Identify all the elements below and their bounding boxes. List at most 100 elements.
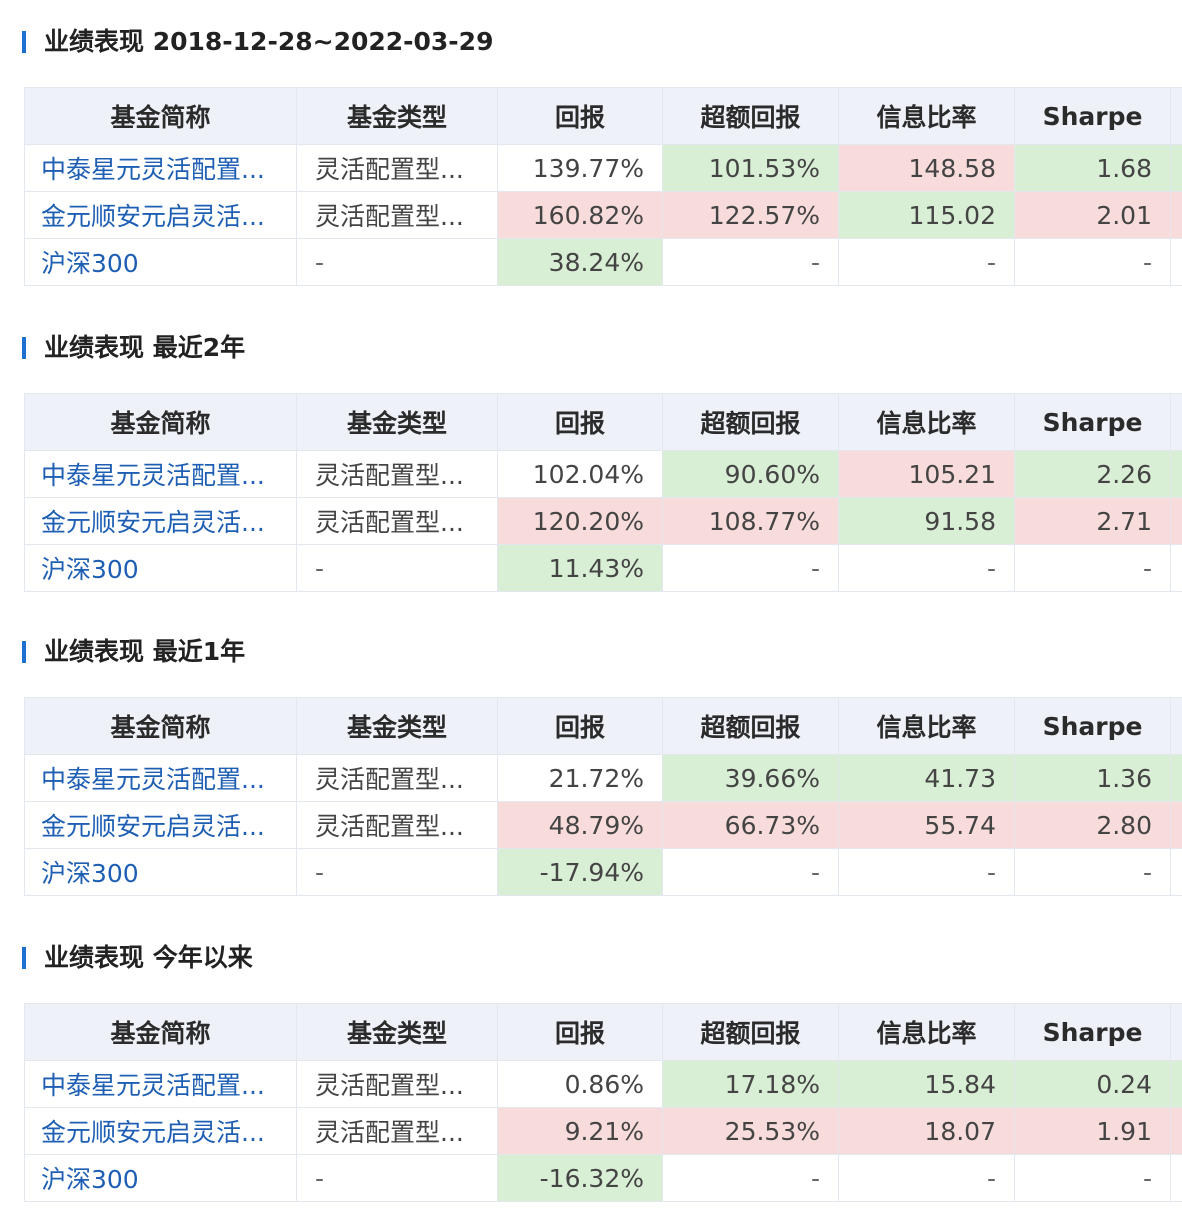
column-header-excess-return[interactable]: 超额回报 xyxy=(662,1003,839,1061)
table-row: 金元顺安元启灵活... 灵活配置型... 160.82% 122.57% 115… xyxy=(24,191,1182,239)
excess-return-cell: 90.60% xyxy=(662,450,839,498)
fund-type-cell: - xyxy=(296,848,498,896)
return-cell: 160.82% xyxy=(497,191,663,239)
info-ratio-cell: 148.58 xyxy=(838,144,1015,192)
table-row: 中泰星元灵活配置... 灵活配置型... 139.77% 101.53% 148… xyxy=(24,144,1182,192)
excess-return-cell: 108.77% xyxy=(662,497,839,545)
return-cell: 9.21% xyxy=(497,1107,663,1155)
performance-table: 基金简称 基金类型 回报 超额回报 信息比率 Sharpe 中泰星元灵活配置..… xyxy=(24,697,1182,896)
column-header-info-ratio[interactable]: 信息比率 xyxy=(838,1003,1015,1061)
table-row: 金元顺安元启灵活... 灵活配置型... 9.21% 25.53% 18.07 … xyxy=(24,1107,1182,1155)
fund-type-cell: - xyxy=(296,1154,498,1202)
sharpe-cell: 1.36 xyxy=(1014,754,1171,802)
fund-type-cell: 灵活配置型... xyxy=(296,754,498,802)
section-title: 业绩表现 今年以来 xyxy=(22,943,253,973)
overflow-cell xyxy=(1170,754,1182,802)
info-ratio-cell: - xyxy=(838,1154,1015,1202)
fund-name-link[interactable]: 金元顺安元启灵活... xyxy=(24,801,297,849)
info-ratio-cell: 115.02 xyxy=(838,191,1015,239)
column-header-sharpe[interactable]: Sharpe xyxy=(1014,697,1171,755)
fund-name-link[interactable]: 中泰星元灵活配置... xyxy=(24,450,297,498)
column-header-fund-type[interactable]: 基金类型 xyxy=(296,393,498,451)
column-header-fund-name[interactable]: 基金简称 xyxy=(24,87,297,145)
column-header-info-ratio[interactable]: 信息比率 xyxy=(838,393,1015,451)
info-ratio-cell: 91.58 xyxy=(838,497,1015,545)
fund-name-link[interactable]: 金元顺安元启灵活... xyxy=(24,1107,297,1155)
fund-name-link[interactable]: 中泰星元灵活配置... xyxy=(24,144,297,192)
column-header-excess-return[interactable]: 超额回报 xyxy=(662,87,839,145)
excess-return-cell: - xyxy=(662,1154,839,1202)
excess-return-cell: 122.57% xyxy=(662,191,839,239)
return-cell: 120.20% xyxy=(497,497,663,545)
overflow-cell xyxy=(1170,544,1182,592)
return-cell: 139.77% xyxy=(497,144,663,192)
fund-name-link[interactable]: 中泰星元灵活配置... xyxy=(24,1060,297,1108)
column-header-overflow xyxy=(1170,1003,1182,1061)
table-row: 金元顺安元启灵活... 灵活配置型... 120.20% 108.77% 91.… xyxy=(24,497,1182,545)
info-ratio-cell: 15.84 xyxy=(838,1060,1015,1108)
return-cell: -16.32% xyxy=(497,1154,663,1202)
column-header-overflow xyxy=(1170,697,1182,755)
sharpe-cell: - xyxy=(1014,238,1171,286)
info-ratio-cell: 105.21 xyxy=(838,450,1015,498)
overflow-cell xyxy=(1170,801,1182,849)
fund-name-link[interactable]: 金元顺安元启灵活... xyxy=(24,497,297,545)
column-header-info-ratio[interactable]: 信息比率 xyxy=(838,87,1015,145)
sharpe-cell: 2.26 xyxy=(1014,450,1171,498)
return-cell: -17.94% xyxy=(497,848,663,896)
column-header-return[interactable]: 回报 xyxy=(497,1003,663,1061)
sharpe-cell: - xyxy=(1014,1154,1171,1202)
sharpe-cell: - xyxy=(1014,544,1171,592)
column-header-return[interactable]: 回报 xyxy=(497,697,663,755)
return-cell: 21.72% xyxy=(497,754,663,802)
excess-return-cell: 25.53% xyxy=(662,1107,839,1155)
sharpe-cell: 2.71 xyxy=(1014,497,1171,545)
table-row: 金元顺安元启灵活... 灵活配置型... 48.79% 66.73% 55.74… xyxy=(24,801,1182,849)
column-header-fund-name[interactable]: 基金简称 xyxy=(24,393,297,451)
sharpe-cell: 2.80 xyxy=(1014,801,1171,849)
column-header-return[interactable]: 回报 xyxy=(497,393,663,451)
column-header-sharpe[interactable]: Sharpe xyxy=(1014,87,1171,145)
overflow-cell xyxy=(1170,144,1182,192)
return-cell: 48.79% xyxy=(497,801,663,849)
fund-name-link[interactable]: 沪深300 xyxy=(24,1154,297,1202)
overflow-cell xyxy=(1170,497,1182,545)
fund-name-link[interactable]: 中泰星元灵活配置... xyxy=(24,754,297,802)
table-row: 沪深300 - -17.94% - - - xyxy=(24,848,1182,896)
column-header-fund-type[interactable]: 基金类型 xyxy=(296,697,498,755)
fund-name-link[interactable]: 金元顺安元启灵活... xyxy=(24,191,297,239)
table-row: 中泰星元灵活配置... 灵活配置型... 0.86% 17.18% 15.84 … xyxy=(24,1060,1182,1108)
column-header-info-ratio[interactable]: 信息比率 xyxy=(838,697,1015,755)
table-header-row: 基金简称 基金类型 回报 超额回报 信息比率 Sharpe xyxy=(24,697,1182,755)
table-header-row: 基金简称 基金类型 回报 超额回报 信息比率 Sharpe xyxy=(24,393,1182,451)
table-row: 沪深300 - -16.32% - - - xyxy=(24,1154,1182,1202)
info-ratio-cell: 55.74 xyxy=(838,801,1015,849)
column-header-sharpe[interactable]: Sharpe xyxy=(1014,1003,1171,1061)
sharpe-cell: 0.24 xyxy=(1014,1060,1171,1108)
info-ratio-cell: - xyxy=(838,238,1015,286)
fund-name-link[interactable]: 沪深300 xyxy=(24,544,297,592)
column-header-fund-name[interactable]: 基金简称 xyxy=(24,1003,297,1061)
excess-return-cell: 39.66% xyxy=(662,754,839,802)
column-header-excess-return[interactable]: 超额回报 xyxy=(662,697,839,755)
fund-type-cell: 灵活配置型... xyxy=(296,1060,498,1108)
overflow-cell xyxy=(1170,450,1182,498)
column-header-sharpe[interactable]: Sharpe xyxy=(1014,393,1171,451)
column-header-overflow xyxy=(1170,393,1182,451)
overflow-cell xyxy=(1170,1060,1182,1108)
return-cell: 11.43% xyxy=(497,544,663,592)
fund-name-link[interactable]: 沪深300 xyxy=(24,848,297,896)
return-cell: 0.86% xyxy=(497,1060,663,1108)
excess-return-cell: - xyxy=(662,238,839,286)
overflow-cell xyxy=(1170,1107,1182,1155)
sharpe-cell: 1.68 xyxy=(1014,144,1171,192)
column-header-return[interactable]: 回报 xyxy=(497,87,663,145)
column-header-excess-return[interactable]: 超额回报 xyxy=(662,393,839,451)
fund-name-link[interactable]: 沪深300 xyxy=(24,238,297,286)
fund-type-cell: 灵活配置型... xyxy=(296,144,498,192)
performance-table: 基金简称 基金类型 回报 超额回报 信息比率 Sharpe 中泰星元灵活配置..… xyxy=(24,87,1182,286)
info-ratio-cell: 41.73 xyxy=(838,754,1015,802)
column-header-fund-type[interactable]: 基金类型 xyxy=(296,87,498,145)
column-header-fund-name[interactable]: 基金简称 xyxy=(24,697,297,755)
column-header-fund-type[interactable]: 基金类型 xyxy=(296,1003,498,1061)
